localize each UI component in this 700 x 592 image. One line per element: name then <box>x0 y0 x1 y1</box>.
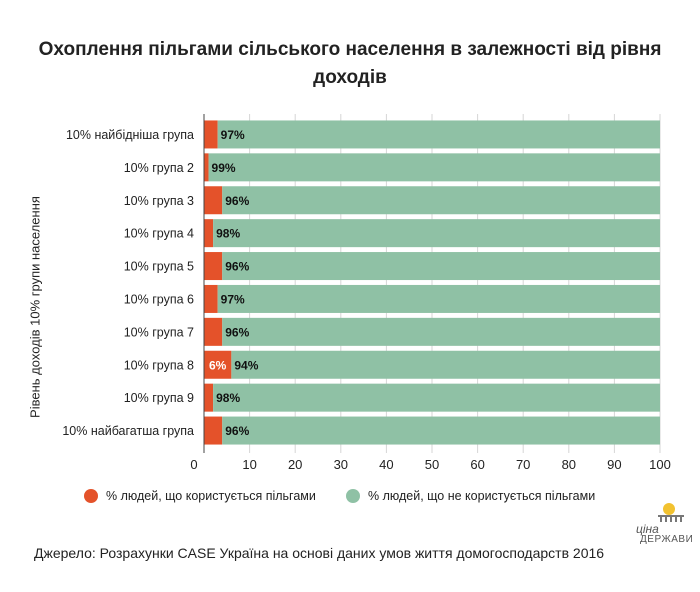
legend: % людей, що користується пільгами % люде… <box>0 489 700 513</box>
bar-segment <box>208 153 660 182</box>
bar-segment <box>204 317 223 346</box>
logo-text-top: ціна <box>636 522 659 536</box>
category-label: 10% група 2 <box>124 161 194 175</box>
legend-marker-not-uses <box>346 489 360 503</box>
chart-title: Охоплення пільгами сільського населення … <box>38 39 662 88</box>
bar-segment <box>204 153 209 182</box>
category-label: 10% група 7 <box>124 325 194 339</box>
bar-segment <box>204 219 214 248</box>
bar-segment <box>204 186 223 215</box>
bar-segment <box>204 383 214 412</box>
category-label: 10% найбідніша група <box>66 128 194 142</box>
bar-segment <box>222 416 661 445</box>
bar-segment <box>222 252 661 281</box>
legend-marker-uses <box>84 489 98 503</box>
bar-segment <box>213 219 660 248</box>
data-label: 96% <box>225 260 249 274</box>
bar-segment <box>222 317 661 346</box>
data-label: 94% <box>234 358 258 372</box>
bar-segment <box>213 383 660 412</box>
data-label: 98% <box>216 391 240 405</box>
bar-segment <box>217 120 660 149</box>
x-tick-label: 40 <box>379 457 393 472</box>
x-tick-label: 70 <box>516 457 530 472</box>
x-tick-label: 60 <box>470 457 484 472</box>
x-tick-label: 50 <box>425 457 439 472</box>
category-label: 10% група 6 <box>124 292 194 306</box>
category-label: 10% група 3 <box>124 194 194 208</box>
bar-chart: 0 10 20 30 40 50 60 70 80 90 100 10% найбідніша гру… <box>62 114 671 472</box>
data-label: 6% <box>209 358 227 372</box>
legend-label-not-uses: % людей, що не користується пільгами <box>368 489 596 503</box>
bar-segment <box>204 252 223 281</box>
x-tick-label: 80 <box>562 457 576 472</box>
data-label: 96% <box>225 424 249 438</box>
bar-segment <box>231 350 661 379</box>
x-tick-label: 90 <box>607 457 621 472</box>
bar-segment <box>204 350 232 379</box>
x-tick-label: 0 <box>190 457 197 472</box>
logo-text-bottom: ДЕРЖАВИ <box>640 534 694 545</box>
logo-mark-icon <box>658 503 684 522</box>
bar-segment <box>204 120 218 149</box>
x-tick-label: 10 <box>242 457 256 472</box>
logo: ціна ДЕРЖАВИ <box>636 500 694 545</box>
legend-label-uses: % людей, що користується пільгами <box>106 489 316 503</box>
category-label: 10% група 4 <box>124 227 194 241</box>
legend-item-not-uses: % людей, що не користується пільгами <box>346 489 595 503</box>
data-label: 99% <box>212 161 236 175</box>
data-label: 98% <box>216 227 240 241</box>
category-label: 10% група 8 <box>124 358 194 372</box>
bar-segment <box>217 284 660 313</box>
category-label: 10% найбагатша група <box>62 424 194 438</box>
x-tick-label: 20 <box>288 457 302 472</box>
legend-item-uses: % людей, що користується пільгами <box>84 489 316 503</box>
bar-segment <box>204 284 218 313</box>
data-label: 97% <box>221 292 245 306</box>
category-label: 10% група 9 <box>124 391 194 405</box>
x-tick-label: 30 <box>334 457 348 472</box>
y-axis-label: Рівень доходів 10% групи населення <box>27 196 43 418</box>
source-note: Джерело: Розрахунки CASE Україна на осно… <box>34 545 605 561</box>
bar-segment <box>204 416 223 445</box>
category-label: 10% група 5 <box>124 260 194 274</box>
data-label: 96% <box>225 325 249 339</box>
data-label: 97% <box>221 128 245 142</box>
data-label: 96% <box>225 194 249 208</box>
bar-segment <box>222 186 661 215</box>
x-tick-label: 100 <box>649 457 671 472</box>
